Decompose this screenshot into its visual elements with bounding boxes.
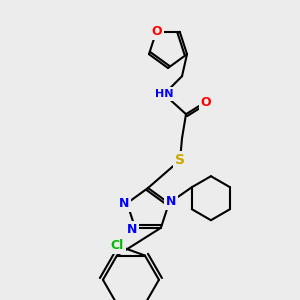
Text: O: O [151,25,162,38]
Text: N: N [119,197,129,210]
Text: N: N [127,223,137,236]
Text: Cl: Cl [110,239,124,252]
Text: O: O [201,96,211,109]
Text: N: N [166,195,176,208]
Text: HN: HN [155,89,173,99]
Text: S: S [175,153,185,167]
